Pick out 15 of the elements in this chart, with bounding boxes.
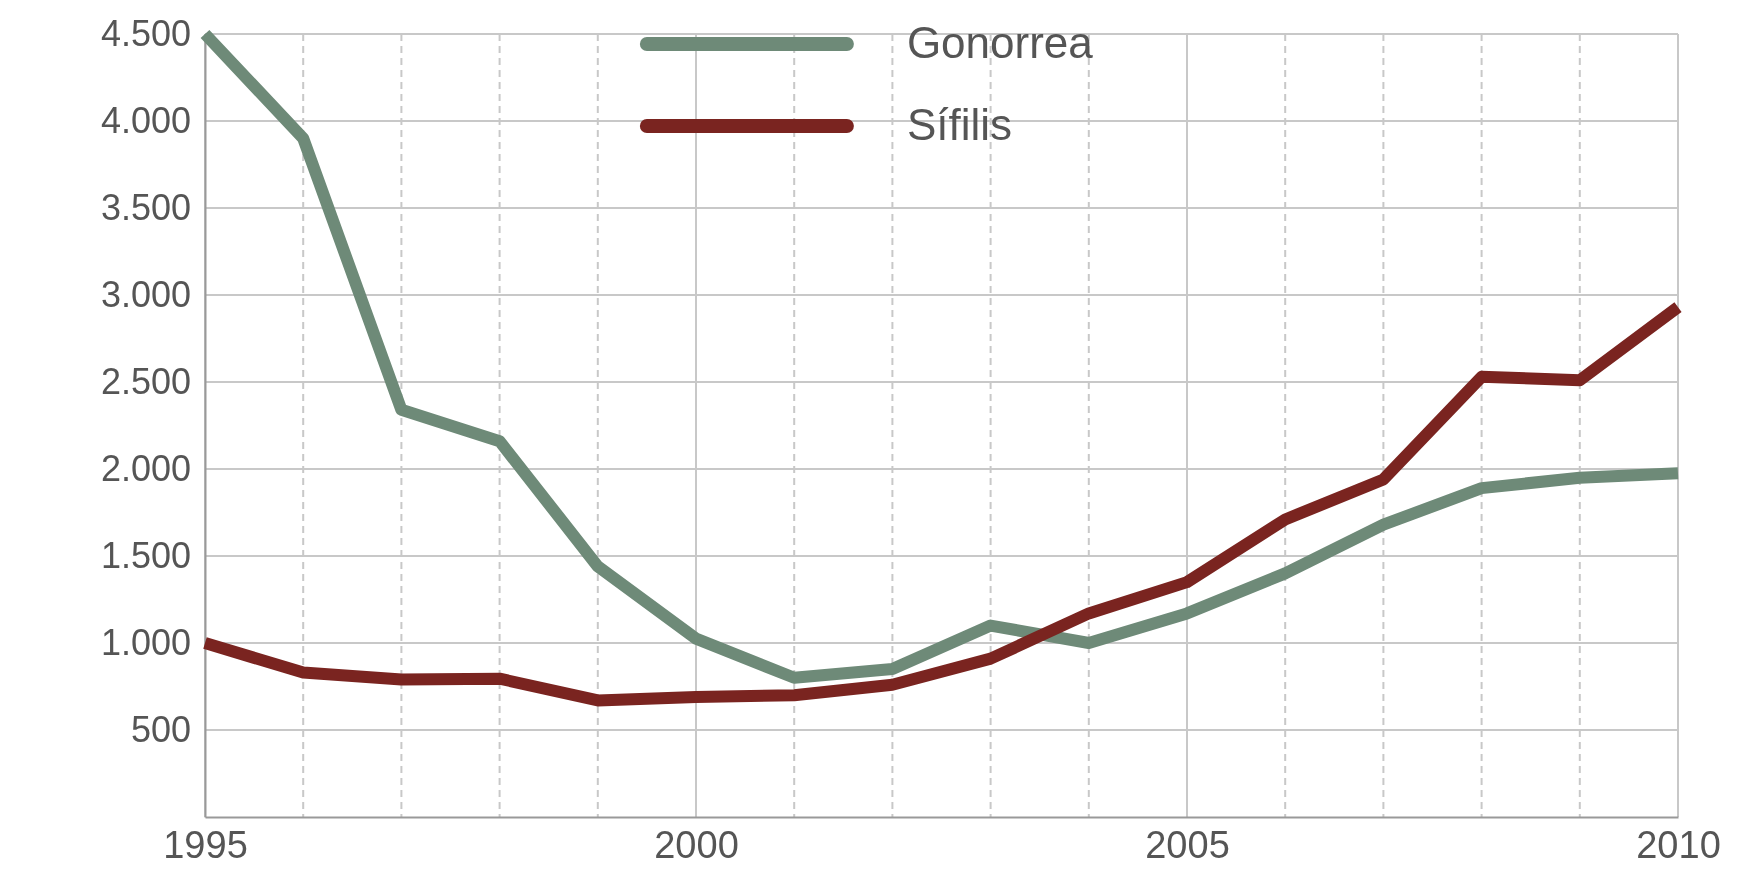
legend-label: Sífilis [906, 100, 1013, 149]
y-tick-label: 4.000 [100, 100, 191, 142]
legend-label: Gonorrea [906, 18, 1094, 67]
x-tick-label: 2010 [1636, 823, 1721, 866]
y-tick-label: 500 [130, 709, 191, 751]
y-tick-label: 1.000 [100, 622, 191, 664]
y-tick-label: 2.000 [100, 448, 191, 490]
y-tick-label: 3.000 [100, 274, 191, 316]
y-tick-label: 3.500 [100, 187, 191, 229]
y-tick-label: 1.500 [100, 535, 191, 577]
y-tick-label: 2.500 [100, 361, 191, 403]
x-tick-label: 1995 [163, 823, 248, 866]
x-tick-label: 2000 [654, 823, 739, 866]
y-tick-label: 4.500 [100, 13, 191, 55]
x-tick-label: 2005 [1145, 823, 1230, 866]
